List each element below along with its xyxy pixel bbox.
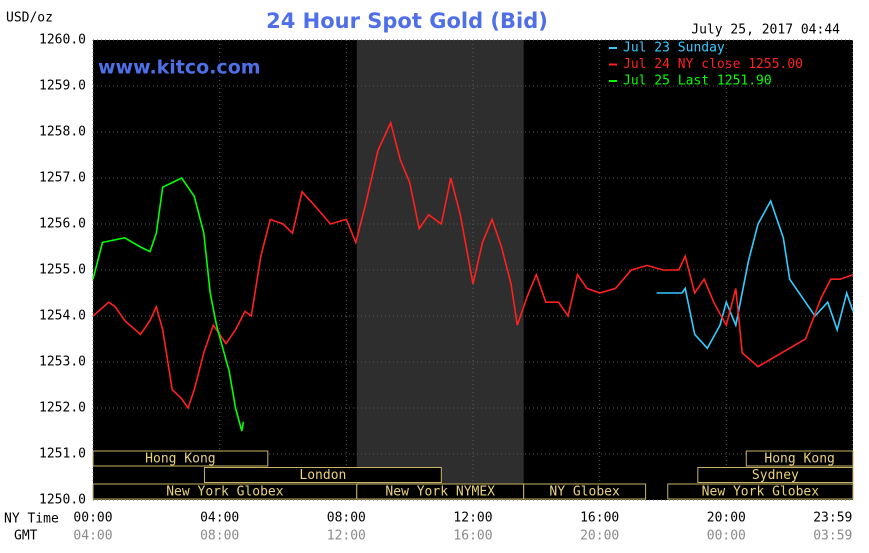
x2-axis-label: GMT [14,529,38,544]
session-box [697,467,854,483]
x-tick-label: 16:00 [580,511,619,526]
x-axis-label: NY Time [4,512,59,527]
session-label: New York NYMEX [385,485,495,500]
legend-label: Jul 24 NY close 1255.00 [623,57,803,72]
x-tick-label: 12:00 [453,511,492,526]
x-tick-label: 20:00 [707,511,746,526]
x2-tick-label: 12:00 [327,529,366,544]
y-tick-label: 1253.0 [39,355,86,370]
y-tick-label: 1254.0 [39,309,86,324]
x-tick-label: 04:00 [200,511,239,526]
session-label: New York Globex [166,485,284,500]
x2-tick-label: 20:00 [580,529,619,544]
timestamp: July 25, 2017 04:44 [691,23,840,38]
price-line [92,120,854,410]
y-tick-label: 1256.0 [39,217,86,232]
x2-tick-label: 08:00 [200,529,239,544]
y-tick-label: 1255.0 [39,263,86,278]
session-box [745,450,854,467]
session-box [523,483,647,500]
session-label: NY Globex [549,485,620,500]
session-box [92,450,269,467]
session-label: Sydney [752,468,799,483]
y-tick-label: 1258.0 [39,125,86,140]
session-box [203,467,442,483]
session-box [667,483,854,500]
x-tick-label: 23:59 [813,511,852,526]
session-label: Hong Kong [764,452,834,467]
chart-title: 24 Hour Spot Gold (Bid) [266,9,548,33]
x2-tick-label: 00:00 [707,529,746,544]
highlight-band [356,40,524,500]
y-tick-label: 1251.0 [39,447,86,462]
session-label: New York Globex [702,485,820,500]
y-tick-label: 1259.0 [39,79,86,94]
x-tick-label: 08:00 [327,511,366,526]
x2-tick-label: 04:00 [73,529,112,544]
watermark: www.kitco.com [98,57,261,79]
session-label: Hong Kong [145,452,215,467]
price-line [656,199,854,350]
y-tick-label: 1260.0 [39,33,86,48]
x2-tick-label: 03:59 [813,529,852,544]
y-tick-label: 1252.0 [39,401,86,416]
session-label: London [299,468,346,483]
y-tick-label: 1250.0 [39,493,86,508]
x-tick-label: 00:00 [73,511,112,526]
legend-label: Jul 25 Last 1251.90 [623,74,772,89]
legend-label: Jul 23 Sunday [623,41,725,56]
x2-tick-label: 16:00 [453,529,492,544]
y-axis-label: USD/oz [6,11,53,26]
y-tick-label: 1257.0 [39,171,86,186]
price-line [92,176,245,432]
